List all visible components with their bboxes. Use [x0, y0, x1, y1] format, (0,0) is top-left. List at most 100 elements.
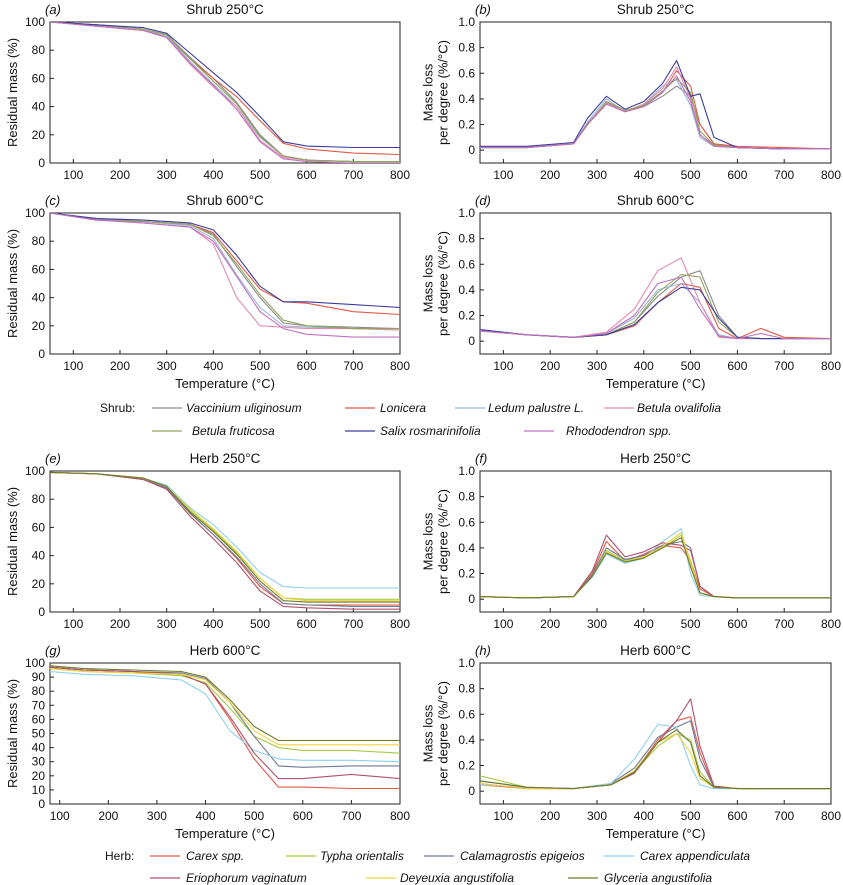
y-axis-label: Residual mass (%): [5, 38, 20, 147]
x-tick-label: 100: [493, 359, 513, 373]
herb-legend-entry: Eriophorum vaginatum: [150, 871, 307, 885]
herb-legend-entry: Deyeuxia angustifolia: [366, 871, 514, 885]
series-line: [480, 732, 831, 790]
x-tick-label: 800: [821, 809, 841, 823]
herb-legend-label: Typha orientalis: [320, 849, 404, 863]
y-tick-label: 0.6: [458, 257, 475, 271]
y-tick-label: 1.0: [458, 206, 475, 220]
x-tick-label: 300: [157, 168, 177, 182]
panel-title: Shrub 600°C: [186, 193, 264, 208]
x-tick-label: 200: [540, 359, 560, 373]
panel-label: (e): [45, 451, 61, 466]
series-line: [50, 22, 400, 163]
herb-legend-label: Carex appendiculata: [640, 849, 750, 863]
x-axis-label: Temperature (°C): [175, 376, 275, 391]
y-tick-label: 60: [32, 71, 46, 85]
plot-frame: [479, 662, 832, 805]
x-tick-label: 700: [343, 359, 363, 373]
series-line: [480, 276, 831, 340]
panel-title: Herb 250°C: [620, 451, 691, 466]
plot-frame: [49, 21, 401, 164]
y-tick-label: 80: [32, 234, 46, 248]
series-line: [480, 273, 831, 340]
y-tick-label: 100: [25, 656, 45, 670]
y-tick-label: 0.4: [458, 733, 475, 747]
series-group: [480, 59, 831, 150]
series-group: [50, 213, 400, 338]
x-tick-label: 700: [343, 168, 363, 182]
series-line: [480, 537, 831, 599]
y-tick-label: 40: [32, 549, 46, 563]
panel-title: Herb 600°C: [620, 643, 691, 658]
y-tick-label: 0: [38, 347, 45, 361]
y-tick-label: 60: [32, 520, 46, 534]
series-line: [50, 213, 400, 331]
panel-title: Herb 250°C: [190, 451, 261, 466]
x-tick-label: 200: [98, 809, 118, 823]
x-tick-label: 600: [297, 168, 317, 182]
y-tick-label: 60: [32, 262, 46, 276]
series-group: [480, 698, 831, 790]
x-tick-label: 100: [50, 809, 70, 823]
x-axis-label: Temperature (°C): [606, 826, 706, 841]
shrub-legend-label: Betula fruticosa: [192, 424, 275, 438]
x-tick-label: 200: [110, 168, 130, 182]
x-tick-label: 400: [196, 809, 216, 823]
y-tick-label: 20: [32, 319, 46, 333]
herb-legend-entry: Calamagrostis epigeios: [424, 849, 585, 863]
y-tick-label: 100: [25, 206, 45, 220]
y-tick-label: 0.6: [458, 515, 475, 529]
x-tick-label: 500: [250, 617, 270, 631]
shrub-legend-entry: Salix rosmarinifolia: [345, 424, 481, 438]
series-line: [50, 471, 400, 603]
x-tick-label: 600: [727, 359, 747, 373]
panel-label: (g): [45, 643, 61, 658]
series-line: [480, 75, 831, 150]
series-line: [50, 22, 400, 156]
series-line: [480, 528, 831, 599]
x-tick-label: 300: [147, 809, 167, 823]
y-tick-label: 0.8: [458, 232, 475, 246]
panel-d: 100 200 300 400 500 600 700 800 0 0.2 0.4 0.6 0.8 1.0…: [421, 193, 842, 391]
x-tick-label: 400: [634, 809, 654, 823]
series-line: [50, 666, 400, 780]
series-line: [50, 213, 400, 338]
x-tick-label: 200: [540, 617, 560, 631]
series-line: [50, 471, 400, 610]
series-group: [50, 22, 400, 163]
x-tick-label: 500: [681, 617, 701, 631]
series-line: [480, 534, 831, 599]
plot-frame: [479, 470, 832, 613]
x-tick-label: 200: [540, 809, 560, 823]
y-tick-label: 0: [468, 592, 475, 606]
panel-f: 100 200 300 400 500 600 700 800 0 0.2 0.4 0.6 0.8 1.0…: [421, 451, 842, 631]
series-line: [480, 282, 831, 340]
y-tick-label: 50: [32, 727, 46, 741]
panel-h: 100 200 300 400 500 600 700 800 0 0.2 0.4 0.6 0.8 1.0…: [421, 643, 842, 841]
x-tick-label: 400: [634, 168, 654, 182]
shrub-legend-entry: Betula fruticosa: [152, 424, 275, 438]
y-tick-label: 40: [32, 291, 46, 305]
y-tick-label: 90: [32, 670, 46, 684]
y-tick-label: 80: [32, 43, 46, 57]
y-tick-label: 0.6: [458, 707, 475, 721]
y-axis-label: Mass loss: [421, 512, 436, 570]
x-tick-label: 400: [203, 168, 223, 182]
x-tick-label: 400: [203, 617, 223, 631]
y-tick-label: 40: [32, 100, 46, 114]
x-tick-label: 600: [727, 617, 747, 631]
y-tick-label: 0.4: [458, 541, 475, 555]
x-tick-label: 100: [493, 168, 513, 182]
y-axis-label: per degree (%/°C): [436, 231, 451, 336]
y-tick-label: 0.6: [458, 66, 475, 80]
y-tick-label: 0: [468, 784, 475, 798]
shrub-legend-entry: Rhododendron spp.: [524, 424, 671, 438]
panel-label: (d): [475, 193, 491, 208]
panel-title: Shrub 600°C: [617, 193, 695, 208]
series-line: [480, 77, 831, 150]
y-tick-label: 0.2: [458, 567, 475, 581]
x-tick-label: 600: [297, 617, 317, 631]
herb-legend-entry: Glyceria angustifolia: [568, 871, 712, 885]
x-tick-label: 800: [390, 809, 410, 823]
